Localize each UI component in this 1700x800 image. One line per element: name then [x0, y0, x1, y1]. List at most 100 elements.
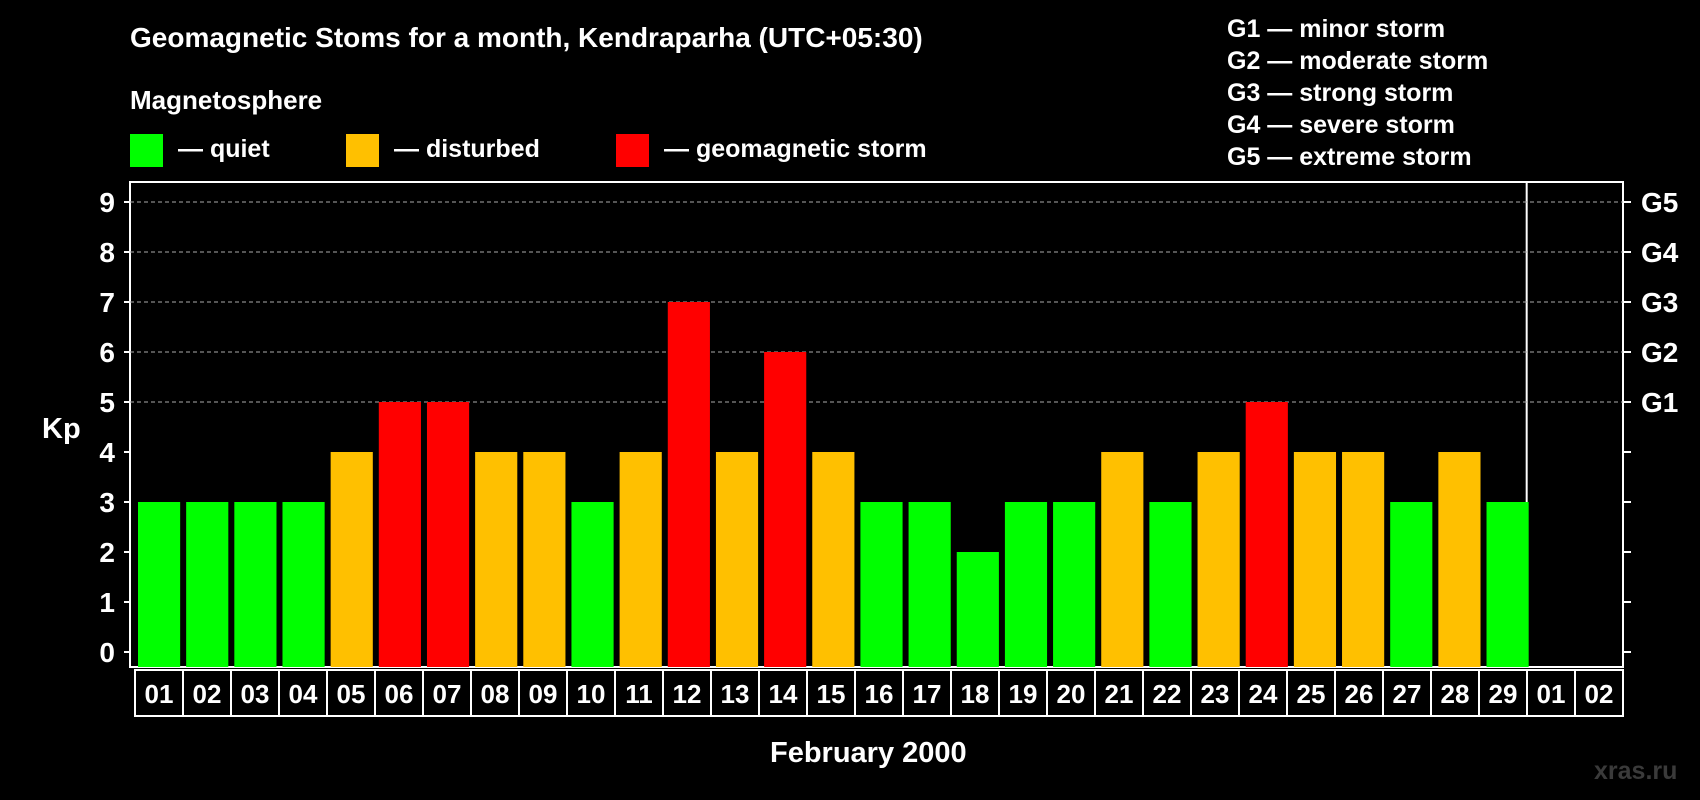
bar-day-26 [1342, 452, 1385, 667]
x-tick-box [1574, 669, 1624, 717]
x-tick-box [182, 669, 232, 717]
legend-label-disturbed: — disturbed [394, 135, 540, 163]
storm-scale-legend: G1 — minor storm G2 — moderate storm G3 … [1227, 13, 1488, 173]
legend-label-quiet: — quiet [178, 135, 270, 163]
x-tick-box [1238, 669, 1288, 717]
y-tick-label: 8 [99, 237, 115, 268]
bar-day-15 [812, 452, 855, 667]
x-tick-box [998, 669, 1048, 717]
x-tick-label: 07 [433, 679, 462, 709]
y-tick-label: 3 [99, 487, 115, 518]
x-tick-box [518, 669, 568, 717]
x-tick-box [134, 669, 184, 717]
y-tick-label: 0 [99, 637, 115, 668]
x-tick-box [326, 669, 376, 717]
legend-swatch-storm [616, 134, 649, 167]
x-axis-label: February 2000 [770, 737, 967, 769]
bar-day-16 [860, 502, 903, 667]
storm-scale-g2: G2 — moderate storm [1227, 47, 1489, 75]
x-tick-label: 24 [1249, 679, 1278, 709]
y-tick-label: 5 [99, 387, 115, 418]
bar-day-17 [908, 502, 951, 667]
x-tick-box [614, 669, 664, 717]
x-tick-box [1286, 669, 1336, 717]
right-axis-label-g2: G2 [1641, 337, 1678, 368]
x-tick-label: 12 [673, 679, 702, 709]
bar-day-13 [715, 452, 759, 667]
bar-day-11 [619, 452, 662, 667]
x-tick-label: 14 [769, 679, 798, 709]
x-tick-label: 27 [1393, 679, 1422, 709]
storm-scale-g3: G3 — strong storm [1227, 79, 1454, 107]
y-axis-label: Kp [42, 413, 81, 445]
x-tick-label: 10 [577, 679, 606, 709]
x-tick-box [1334, 669, 1384, 717]
y-tick-label: 7 [99, 287, 115, 318]
bar-day-25 [1293, 452, 1337, 667]
x-tick-label: 20 [1057, 679, 1086, 709]
x-tick-label: 23 [1201, 679, 1230, 709]
bar-day-02 [186, 502, 229, 667]
y-tick-label: 2 [99, 537, 115, 568]
x-tick-box [662, 669, 712, 717]
bar-day-04 [282, 502, 325, 667]
x-tick-label: 13 [721, 679, 750, 709]
bar-day-05 [330, 452, 373, 667]
x-tick-label: 22 [1153, 679, 1182, 709]
x-tick-label: 18 [961, 679, 990, 709]
bar-day-08 [475, 452, 518, 667]
right-axis-label-g3: G3 [1641, 287, 1678, 318]
x-tick-box [950, 669, 1000, 717]
storm-scale-g5: G5 — extreme storm [1227, 143, 1472, 171]
right-axis-label-g1: G1 [1641, 387, 1678, 418]
x-tick-label: 05 [337, 679, 366, 709]
x-tick-label: 19 [1009, 679, 1038, 709]
x-tick-box [902, 669, 952, 717]
x-tick-label: 21 [1105, 679, 1134, 709]
x-tick-box [758, 669, 808, 717]
x-tick-label: 01 [1537, 679, 1566, 709]
x-tick-label: 11 [625, 679, 653, 709]
legend-swatch-disturbed [346, 134, 379, 167]
x-tick-label: 17 [913, 679, 942, 709]
x-tick-label: 16 [865, 679, 894, 709]
y-tick-label: 4 [99, 437, 115, 468]
bar-day-18 [956, 552, 999, 667]
bar-day-19 [1004, 502, 1048, 667]
x-tick-label: 28 [1441, 679, 1470, 709]
x-tick-box [1430, 669, 1480, 717]
x-tick-label: 09 [529, 679, 558, 709]
x-tick-box [1478, 669, 1528, 717]
bar-day-27 [1390, 502, 1433, 667]
x-tick-label: 25 [1297, 679, 1326, 709]
x-tick-label: 29 [1489, 679, 1518, 709]
legend-swatch-quiet [130, 134, 163, 167]
bar-day-23 [1197, 452, 1240, 667]
x-tick-box [1526, 669, 1576, 717]
x-tick-box [230, 669, 280, 717]
bar-day-10 [571, 502, 614, 667]
y-tick-label: 6 [99, 337, 115, 368]
right-axis-label-g4: G4 [1641, 237, 1679, 268]
bar-day-29 [1486, 502, 1529, 667]
x-tick-box [470, 669, 520, 717]
bar-day-12 [667, 302, 710, 667]
x-tick-box [422, 669, 472, 717]
x-tick-label: 02 [1585, 679, 1614, 709]
legend-label-storm: — geomagnetic storm [664, 135, 927, 163]
bar-day-07 [426, 402, 470, 667]
storm-scale-g1: G1 — minor storm [1227, 15, 1446, 43]
x-tick-label: 08 [481, 679, 510, 709]
bar-day-21 [1101, 452, 1144, 667]
x-tick-label: 15 [817, 679, 846, 709]
x-tick-label: 04 [289, 679, 318, 709]
bar-day-01 [138, 502, 181, 667]
x-tick-label: 01 [145, 679, 174, 709]
x-tick-label: 03 [241, 679, 270, 709]
watermark: xras.ru [1594, 757, 1678, 785]
bar-day-24 [1245, 402, 1288, 667]
x-tick-label: 02 [193, 679, 222, 709]
y-tick-label: 9 [99, 187, 115, 218]
chart-title: Geomagnetic Stoms for a month, Kendrapar… [130, 22, 923, 53]
legend-heading: Magnetosphere [130, 85, 323, 115]
